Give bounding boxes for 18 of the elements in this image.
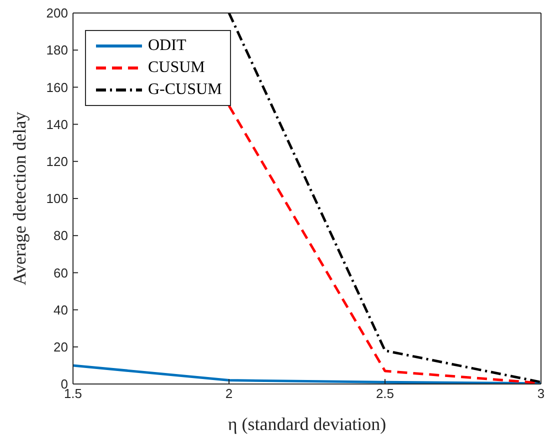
y-tick-label: 160 bbox=[46, 80, 68, 95]
y-tick-label: 180 bbox=[46, 42, 68, 58]
y-tick-label: 40 bbox=[54, 302, 68, 318]
x-tick-label: 2.5 bbox=[376, 386, 394, 402]
x-tick-label: 3 bbox=[537, 386, 545, 402]
legend-label: CUSUM bbox=[148, 59, 205, 77]
y-axis-title: Average detection delay bbox=[9, 112, 30, 286]
y-tick-label: 200 bbox=[46, 6, 68, 21]
x-tick-label: 2 bbox=[225, 386, 233, 402]
y-tick-label: 20 bbox=[54, 340, 68, 355]
y-tick-label: 60 bbox=[54, 265, 68, 280]
x-axis-title: η (standard deviation) bbox=[228, 414, 386, 434]
y-tick-label: 100 bbox=[46, 191, 68, 206]
y-tick-label: 140 bbox=[46, 116, 68, 132]
y-tick-label: 80 bbox=[54, 228, 68, 244]
legend-label: ODIT bbox=[148, 37, 186, 55]
legend-label: G-CUSUM bbox=[148, 81, 222, 99]
y-tick-label: 120 bbox=[46, 154, 68, 170]
